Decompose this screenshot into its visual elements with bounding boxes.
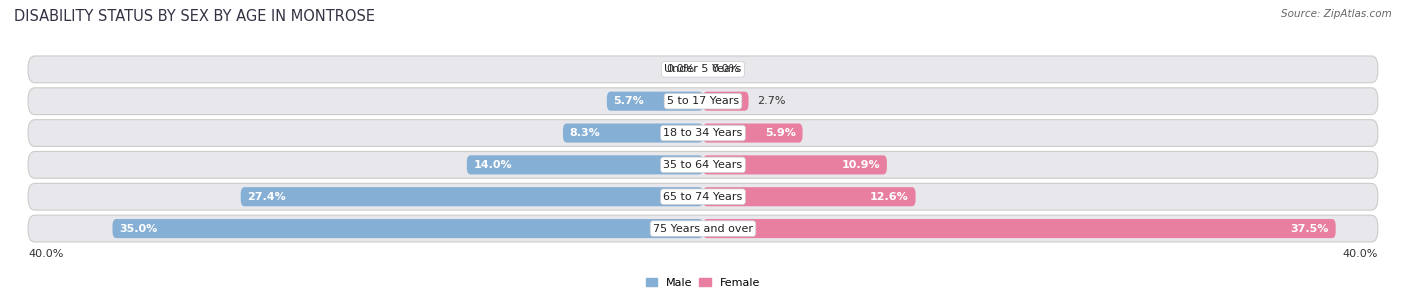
- FancyBboxPatch shape: [28, 151, 1378, 178]
- FancyBboxPatch shape: [607, 92, 703, 111]
- Text: 75 Years and over: 75 Years and over: [652, 223, 754, 233]
- FancyBboxPatch shape: [28, 120, 1378, 147]
- Text: Under 5 Years: Under 5 Years: [665, 64, 741, 74]
- Text: 35.0%: 35.0%: [120, 223, 157, 233]
- FancyBboxPatch shape: [112, 219, 703, 238]
- FancyBboxPatch shape: [703, 92, 748, 111]
- Text: 35 to 64 Years: 35 to 64 Years: [664, 160, 742, 170]
- Text: 10.9%: 10.9%: [842, 160, 880, 170]
- FancyBboxPatch shape: [28, 215, 1378, 242]
- Text: 2.7%: 2.7%: [756, 96, 786, 106]
- FancyBboxPatch shape: [703, 155, 887, 174]
- Text: 37.5%: 37.5%: [1291, 223, 1329, 233]
- FancyBboxPatch shape: [28, 56, 1378, 83]
- Text: 27.4%: 27.4%: [247, 192, 287, 202]
- Text: 18 to 34 Years: 18 to 34 Years: [664, 128, 742, 138]
- Text: Source: ZipAtlas.com: Source: ZipAtlas.com: [1281, 9, 1392, 19]
- Text: 40.0%: 40.0%: [28, 249, 63, 259]
- Text: 40.0%: 40.0%: [1343, 249, 1378, 259]
- Text: DISABILITY STATUS BY SEX BY AGE IN MONTROSE: DISABILITY STATUS BY SEX BY AGE IN MONTR…: [14, 9, 375, 24]
- FancyBboxPatch shape: [240, 187, 703, 206]
- Text: 5.7%: 5.7%: [613, 96, 644, 106]
- Text: 5.9%: 5.9%: [765, 128, 796, 138]
- FancyBboxPatch shape: [28, 183, 1378, 210]
- FancyBboxPatch shape: [703, 219, 1336, 238]
- Text: 65 to 74 Years: 65 to 74 Years: [664, 192, 742, 202]
- Text: 12.6%: 12.6%: [870, 192, 908, 202]
- Legend: Male, Female: Male, Female: [647, 278, 759, 288]
- Text: 0.0%: 0.0%: [711, 64, 740, 74]
- FancyBboxPatch shape: [703, 123, 803, 143]
- FancyBboxPatch shape: [28, 88, 1378, 115]
- Text: 14.0%: 14.0%: [474, 160, 512, 170]
- FancyBboxPatch shape: [562, 123, 703, 143]
- Text: 0.0%: 0.0%: [666, 64, 695, 74]
- Text: 8.3%: 8.3%: [569, 128, 600, 138]
- Text: 5 to 17 Years: 5 to 17 Years: [666, 96, 740, 106]
- FancyBboxPatch shape: [467, 155, 703, 174]
- FancyBboxPatch shape: [703, 187, 915, 206]
